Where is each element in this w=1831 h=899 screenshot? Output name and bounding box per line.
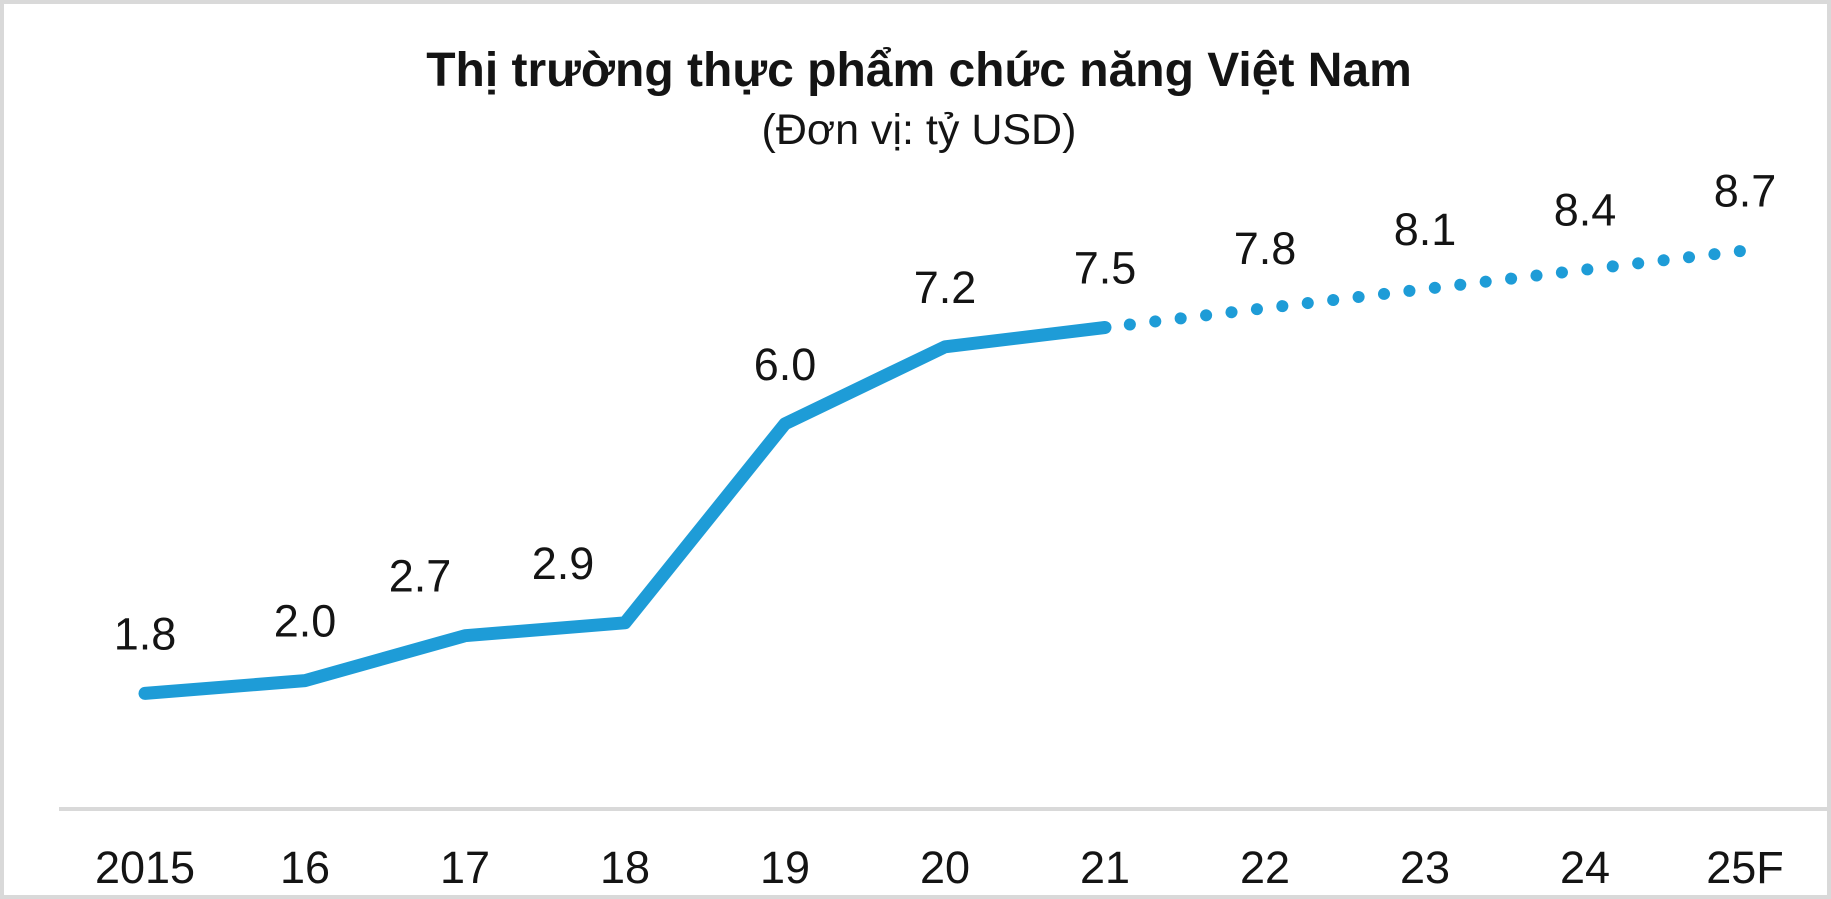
line-chart: Thị trường thực phẩm chức năng Việt Nam …: [59, 44, 1827, 893]
data-label-2015: 1.8: [114, 608, 177, 659]
data-label-22: 7.8: [1234, 223, 1297, 274]
data-label-25F: 8.7: [1714, 165, 1777, 216]
data-label-21: 7.5: [1074, 243, 1137, 294]
x-tick-21: 21: [1080, 842, 1130, 893]
series-line-actual: [138, 321, 1112, 700]
data-labels: 1.8 2.0 2.7 2.9 6.0 7.2 7.5 7.8 8.1 8.4 8.7: [114, 165, 1777, 659]
x-tick-24: 24: [1560, 842, 1610, 893]
x-axis-labels: 2015 16 17 18 19 20 21 22 23 24 25F: [95, 842, 1784, 893]
data-label-20: 7.2: [914, 262, 977, 313]
x-tick-22: 22: [1240, 842, 1290, 893]
x-tick-2015: 2015: [95, 842, 195, 893]
x-tick-20: 20: [920, 842, 970, 893]
data-label-23: 8.1: [1394, 204, 1457, 255]
x-tick-19: 19: [760, 842, 810, 893]
data-label-16: 2.0: [274, 596, 337, 647]
data-label-24: 8.4: [1554, 185, 1617, 236]
x-tick-23: 23: [1400, 842, 1450, 893]
chart-title: Thị trường thực phẩm chức năng Việt Nam: [426, 44, 1412, 97]
data-label-19: 6.0: [754, 339, 817, 390]
chart-subtitle: (Đơn vị: tỷ USD): [762, 106, 1077, 154]
data-label-17: 2.7: [389, 551, 452, 602]
series-line-forecast: [1123, 244, 1751, 331]
x-tick-17: 17: [440, 842, 490, 893]
x-tick-18: 18: [600, 842, 650, 893]
x-tick-25F: 25F: [1706, 842, 1784, 893]
x-tick-16: 16: [280, 842, 330, 893]
data-label-18: 2.9: [532, 538, 595, 589]
